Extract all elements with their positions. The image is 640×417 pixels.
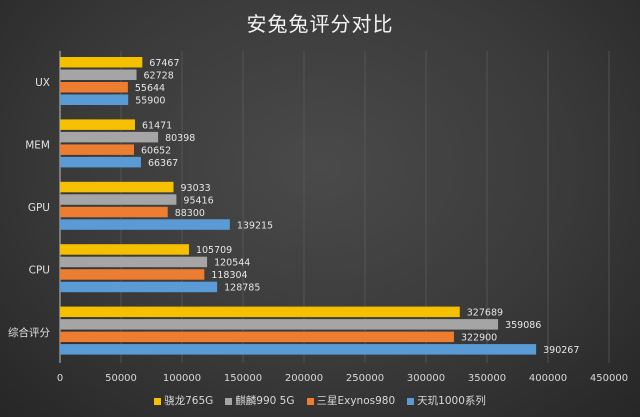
legend-label: 骁龙765G — [164, 395, 214, 407]
legend-item: 骁龙765G — [154, 393, 213, 408]
chart-title: 安兔兔评分对比 — [246, 12, 394, 36]
legend-swatch — [306, 397, 314, 405]
data-label: 80398 — [165, 133, 195, 144]
legend-label: 三星Exynos980 — [316, 395, 396, 407]
data-label: 88300 — [175, 208, 205, 219]
category-label: UX — [35, 77, 50, 89]
x-tick-label: 50000 — [105, 373, 137, 384]
data-label: 128785 — [224, 283, 260, 294]
bar — [60, 244, 189, 255]
data-label: 67467 — [149, 58, 179, 69]
data-label: 66367 — [148, 158, 178, 169]
data-label: 61471 — [142, 120, 172, 131]
bar — [60, 194, 177, 205]
data-label: 93033 — [181, 183, 211, 194]
bar — [60, 306, 460, 318]
legend-label: 麒麟990 5G — [235, 395, 295, 407]
data-label: 322900 — [461, 333, 497, 344]
x-tick-label: 250000 — [346, 373, 384, 384]
bar — [60, 269, 205, 280]
data-label: 120544 — [214, 258, 250, 269]
data-label: 95416 — [183, 195, 213, 206]
legend-item: 天玑1000系列 — [407, 393, 486, 408]
data-label: 105709 — [196, 245, 232, 256]
bar — [60, 156, 141, 168]
legend-swatch — [154, 397, 162, 405]
data-label: 55644 — [135, 83, 165, 94]
x-tick-label: 0 — [57, 373, 63, 384]
x-tick-label: 200000 — [285, 373, 323, 384]
bar — [60, 281, 218, 293]
data-label: 55900 — [135, 96, 165, 107]
bar — [60, 94, 129, 105]
bar — [60, 57, 143, 68]
bar — [60, 206, 168, 218]
data-label: 62728 — [144, 71, 174, 82]
legend-swatch — [225, 397, 233, 405]
bar — [60, 219, 230, 230]
x-tick-label: 450000 — [590, 373, 628, 384]
bar — [60, 331, 454, 343]
legend-item: 麒麟990 5G — [225, 393, 295, 408]
x-tick-label: 300000 — [407, 373, 445, 384]
bar — [60, 256, 208, 268]
data-label: 327689 — [467, 308, 503, 319]
bar — [60, 82, 128, 93]
x-tick-label: 400000 — [529, 373, 567, 384]
bar — [60, 181, 174, 193]
bar — [60, 144, 134, 155]
bar — [60, 119, 135, 130]
legend-swatch — [407, 397, 415, 405]
category-label: CPU — [29, 264, 50, 276]
bar — [60, 344, 537, 355]
data-label: 390267 — [543, 345, 579, 356]
category-label: MEM — [25, 140, 50, 152]
category-label: GPU — [28, 202, 50, 214]
bar — [60, 131, 159, 143]
bar — [60, 319, 499, 330]
legend-item: 三星Exynos980 — [306, 393, 396, 408]
data-label: 118304 — [211, 270, 247, 281]
data-label: 139215 — [237, 220, 273, 231]
legend-label: 天玑1000系列 — [417, 395, 486, 407]
x-tick-label: 150000 — [224, 373, 262, 384]
x-tick-label: 100000 — [163, 373, 201, 384]
category-label: 综合评分 — [8, 326, 50, 339]
x-tick-label: 350000 — [468, 373, 506, 384]
legend: 骁龙765G 麒麟990 5G 三星Exynos980 天玑1000系列 — [0, 393, 640, 408]
bar — [60, 69, 137, 80]
data-label: 60652 — [141, 145, 171, 156]
data-label: 359086 — [505, 320, 541, 331]
